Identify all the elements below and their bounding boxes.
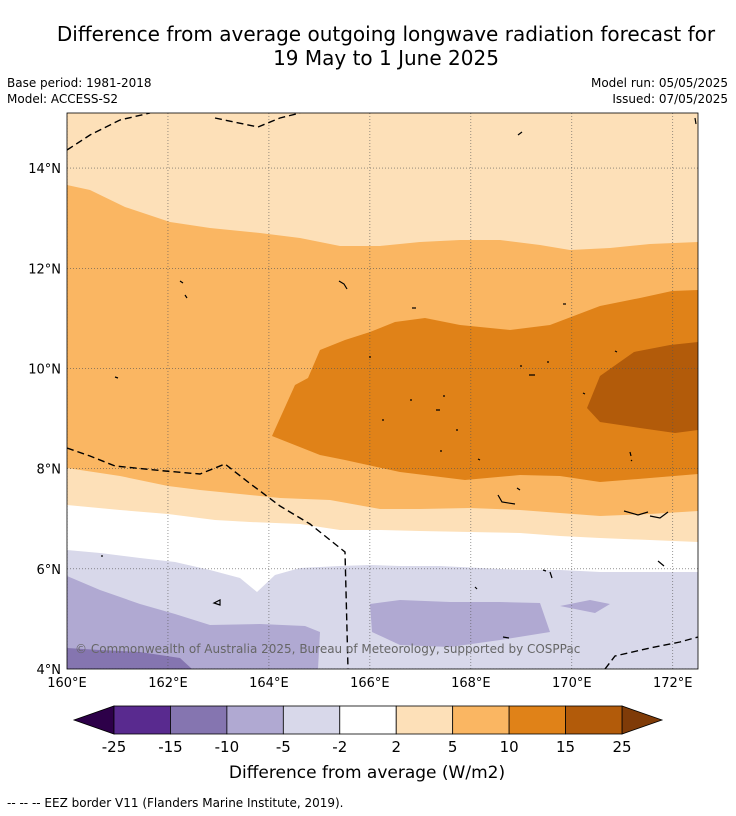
footer-note: -- -- -- EEZ border V11 (Flanders Marine… bbox=[7, 796, 344, 810]
lon-tick-label: 172°E bbox=[653, 676, 693, 691]
contour-field bbox=[67, 113, 698, 669]
colorbar-extend-high bbox=[621, 705, 664, 735]
colorbar-extend-low bbox=[72, 705, 115, 735]
lon-tick-label: 164°E bbox=[249, 676, 289, 691]
model-run: Model run: 05/05/2025 bbox=[590, 76, 728, 90]
map-figure: 14°N 12°N 10°N 8°N 6°N 4°N 160°E 162°E 164°E 166… bbox=[28, 112, 699, 783]
colorbar-ticks: -25 -15 -10 -5 -2 2 5 10 15 25 bbox=[102, 738, 632, 756]
contour-neg5-neg10-west bbox=[67, 576, 320, 669]
colorbar-tick-label: -5 bbox=[276, 738, 291, 756]
latitude-labels: 14°N 12°N 10°N 8°N 6°N 4°N bbox=[28, 162, 61, 678]
contour-neg5-neg10-central bbox=[370, 600, 550, 647]
longitude-labels: 160°E 162°E 164°E 166°E 168°E 170°E 172°E bbox=[47, 676, 692, 691]
map-grid bbox=[67, 113, 698, 669]
lat-tick-label: 14°N bbox=[28, 162, 61, 177]
lon-tick-label: 160°E bbox=[47, 676, 87, 691]
lon-tick-label: 170°E bbox=[552, 676, 592, 691]
plot-frame bbox=[66, 112, 699, 670]
colorbar-tick-label: -2 bbox=[332, 738, 347, 756]
lat-tick-label: 10°N bbox=[28, 362, 61, 377]
issued-date: Issued: 07/05/2025 bbox=[612, 92, 728, 106]
lon-tick-label: 162°E bbox=[148, 676, 188, 691]
colorbar-segment bbox=[282, 705, 341, 735]
copyright-notice: © Commonwealth of Australia 2025, Bureau… bbox=[75, 642, 580, 656]
colorbar-tick-label: 5 bbox=[448, 738, 458, 756]
colorbar-tick-label: 25 bbox=[612, 738, 631, 756]
title-line-2: 19 May to 1 June 2025 bbox=[273, 46, 499, 70]
meta-left: Base period: 1981-2018 Model: ACCESS-S2 bbox=[7, 75, 152, 107]
colorbar-segment bbox=[113, 705, 171, 735]
colorbar bbox=[72, 705, 664, 735]
contour-neg5-neg10-east bbox=[560, 600, 610, 613]
colorbar-tick-label: 15 bbox=[556, 738, 575, 756]
colorbar-tick-label: -25 bbox=[102, 738, 127, 756]
lon-tick-label: 168°E bbox=[451, 676, 491, 691]
contour-15-25 bbox=[587, 342, 698, 433]
colorbar-segment bbox=[565, 705, 623, 735]
lat-tick-label: 4°N bbox=[37, 663, 62, 678]
lat-tick-label: 6°N bbox=[37, 563, 62, 578]
colorbar-segment bbox=[339, 705, 397, 735]
colorbar-label: Difference from average (W/m2) bbox=[229, 763, 505, 783]
colorbar-segment bbox=[395, 705, 454, 735]
title-line-1: Difference from average outgoing longwav… bbox=[56, 22, 716, 46]
eez-border bbox=[67, 113, 698, 669]
lat-tick-label: 8°N bbox=[37, 463, 62, 478]
map-title: Difference from average outgoing longwav… bbox=[0, 22, 736, 70]
colorbar-tick-label: 2 bbox=[391, 738, 401, 756]
model-name: Model: ACCESS-S2 bbox=[7, 92, 119, 106]
contour-neg10-neg15 bbox=[67, 648, 192, 669]
colorbar-tick-label: 10 bbox=[500, 738, 519, 756]
meta-right: Model run: 05/05/2025 Issued: 07/05/2025 bbox=[591, 75, 728, 107]
colorbar-tick-label: -15 bbox=[158, 738, 183, 756]
lat-tick-label: 12°N bbox=[28, 262, 61, 277]
colorbar-segment bbox=[170, 705, 228, 735]
colorbar-segment bbox=[226, 705, 284, 735]
colorbar-segment bbox=[452, 705, 510, 735]
contour-10-15 bbox=[272, 290, 698, 482]
base-period: Base period: 1981-2018 bbox=[7, 76, 152, 90]
islands bbox=[101, 117, 697, 639]
lon-tick-label: 166°E bbox=[350, 676, 390, 691]
colorbar-segment bbox=[508, 705, 566, 735]
colorbar-tick-label: -10 bbox=[215, 738, 240, 756]
